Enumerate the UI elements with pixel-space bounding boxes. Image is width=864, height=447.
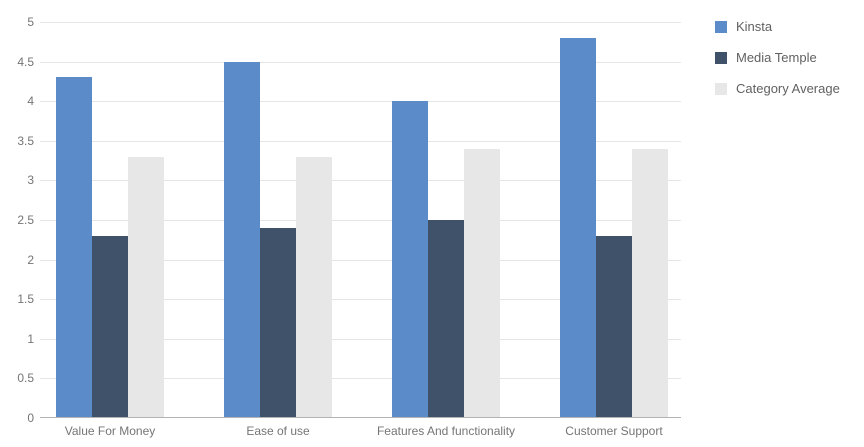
- gridline-y-1: [40, 338, 681, 340]
- y-tick-label-3: 3: [27, 173, 34, 188]
- legend-item-category-average: Category Average: [715, 81, 840, 96]
- gridline-y-0.5: [40, 378, 681, 380]
- y-tick-label-2: 2: [27, 252, 34, 267]
- y-tick-label-3.5: 3.5: [17, 133, 34, 148]
- bar-kinsta-value-for-money[interactable]: [56, 77, 92, 418]
- x-category-label: Customer Support: [565, 424, 663, 438]
- gridline-y-4: [40, 101, 681, 103]
- legend-swatch-icon: [715, 20, 727, 33]
- gridline-y-4.5: [40, 61, 681, 63]
- y-tick-label-1.5: 1.5: [17, 292, 34, 307]
- bar-category-average-ease-of-use[interactable]: [296, 156, 332, 418]
- bar-group-ease-of-use: [224, 61, 332, 418]
- gridline-y-2.5: [40, 220, 681, 221]
- x-category-label: Value For Money: [64, 424, 156, 438]
- gridline-y-3: [40, 180, 681, 182]
- y-tick-label-4.5: 4.5: [17, 54, 34, 69]
- bar-group-value-for-money: [56, 77, 164, 418]
- bar-group-features-and-functionality: [392, 101, 500, 418]
- bar-category-average-value-for-money[interactable]: [128, 156, 164, 418]
- y-tick-label-4: 4: [27, 94, 34, 109]
- bar-media-temple-features-and-functionality[interactable]: [428, 220, 464, 418]
- legend-item-media-temple: Media Temple: [715, 50, 840, 65]
- bar-media-temple-ease-of-use[interactable]: [260, 227, 296, 418]
- legend-swatch-icon: [715, 82, 727, 95]
- bar-kinsta-ease-of-use[interactable]: [224, 61, 260, 418]
- x-category-label: Ease of use: [246, 424, 310, 438]
- x-axis-baseline: [40, 417, 681, 418]
- bar-kinsta-features-and-functionality[interactable]: [392, 101, 428, 418]
- gridline-y-3.5: [40, 140, 681, 142]
- y-tick-label-0.5: 0.5: [17, 371, 34, 386]
- gridline-y-1.5: [40, 299, 681, 301]
- chart-legend: Kinsta Media Temple Category Average: [715, 19, 840, 113]
- bar-kinsta-customer-support[interactable]: [560, 37, 596, 418]
- bar-group-customer-support: [560, 37, 668, 418]
- legend-swatch-icon: [715, 51, 727, 64]
- plot-area: [40, 22, 681, 418]
- legend-item-kinsta: Kinsta: [715, 19, 840, 34]
- gridline-y-5: [40, 22, 681, 23]
- bar-media-temple-customer-support[interactable]: [596, 235, 632, 418]
- legend-label: Category Average: [736, 81, 840, 96]
- legend-label: Kinsta: [736, 19, 773, 34]
- x-category-label: Features And functionality: [376, 424, 516, 438]
- y-tick-label-1: 1: [27, 331, 34, 346]
- y-tick-label-2.5: 2.5: [17, 213, 34, 227]
- gridline-y-2: [40, 259, 681, 261]
- legend-label: Media Temple: [736, 50, 817, 65]
- bar-category-average-features-and-functionality[interactable]: [464, 148, 500, 418]
- bar-media-temple-value-for-money[interactable]: [92, 235, 128, 418]
- y-tick-label-5: 5: [27, 15, 34, 29]
- bar-category-average-customer-support[interactable]: [632, 148, 668, 418]
- y-tick-label-0: 0: [27, 411, 34, 425]
